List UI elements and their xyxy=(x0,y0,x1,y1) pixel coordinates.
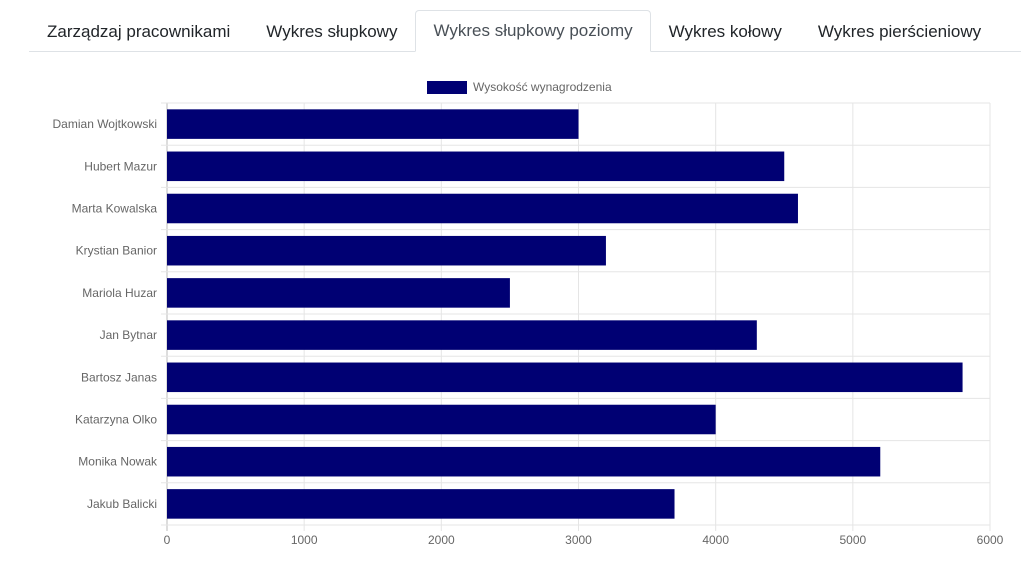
bar[interactable] xyxy=(167,193,798,224)
x-tick-label: 6000 xyxy=(977,533,1004,547)
y-tick-label: Jan Bytnar xyxy=(100,328,157,342)
bar[interactable] xyxy=(167,235,606,266)
bar[interactable] xyxy=(167,446,881,477)
y-tick-label: Krystian Banior xyxy=(76,244,157,258)
y-tick-label: Katarzyna Olko xyxy=(75,413,157,427)
y-tick-label: Mariola Huzar xyxy=(82,286,157,300)
tab-bar-chart[interactable]: Wykres słupkowy xyxy=(266,21,398,41)
y-tick-label: Bartosz Janas xyxy=(81,370,157,384)
x-tick-label: 3000 xyxy=(565,533,592,547)
y-tick-label: Damian Wojtkowski xyxy=(53,117,157,131)
x-tick-label: 0 xyxy=(164,533,171,547)
bar[interactable] xyxy=(167,489,675,519)
tab-pie-chart[interactable]: Wykres kołowy xyxy=(668,21,782,41)
x-tick-label: 1000 xyxy=(291,533,318,547)
bar[interactable] xyxy=(167,151,785,182)
x-tick-label: 4000 xyxy=(702,533,729,547)
y-tick-label: Hubert Mazur xyxy=(84,159,157,173)
bar[interactable] xyxy=(167,320,757,350)
bar[interactable] xyxy=(167,362,963,393)
y-tick-label: Marta Kowalska xyxy=(72,202,158,216)
legend-swatch xyxy=(427,81,467,94)
tab-doughnut-chart[interactable]: Wykres pierścieniowy xyxy=(817,21,982,41)
legend-label: Wysokość wynagrodzenia xyxy=(473,80,612,94)
tab-manage-employees[interactable]: Zarządzaj pracownikami xyxy=(47,21,231,41)
y-tick-label: Monika Nowak xyxy=(78,455,158,469)
bar[interactable] xyxy=(167,404,716,435)
tab-bar: Zarządzaj pracownikami Wykres słupkowy W… xyxy=(29,10,1021,52)
x-tick-label: 2000 xyxy=(428,533,455,547)
x-tick-label: 5000 xyxy=(839,533,866,547)
bar[interactable] xyxy=(167,278,510,308)
tab-horizontal-bar-chart[interactable]: Wykres słupkowy poziomy xyxy=(415,10,651,52)
bar[interactable] xyxy=(167,109,579,139)
y-tick-label: Jakub Balicki xyxy=(87,497,157,511)
